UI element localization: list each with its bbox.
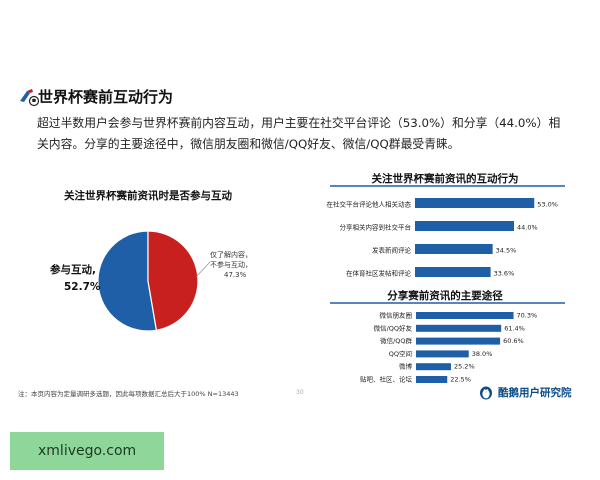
pie-slice-browse bbox=[147, 230, 199, 331]
page-number: 30 bbox=[296, 389, 304, 396]
share-bar-category: 贴吧、社区、论坛 bbox=[360, 375, 413, 384]
pie-label-browse: 仅了解内容， 不参与互动， 47.3% bbox=[210, 250, 252, 280]
interaction-bar-category: 在社交平台评论他人相关动态 bbox=[327, 200, 412, 209]
pie-leader-line bbox=[195, 261, 211, 278]
pie-label-browse-value: 47.3% bbox=[224, 271, 247, 279]
pie-chart-title: 关注世界杯赛前资讯时是否参与互动 bbox=[64, 190, 232, 202]
share-bar-category: 微博 bbox=[399, 362, 413, 371]
brand-logo: 酷鹅用户研究院 bbox=[478, 384, 572, 400]
interaction-bar bbox=[415, 198, 535, 208]
pie-label-participate-name: 参与互动, bbox=[50, 264, 96, 276]
share-bar bbox=[416, 324, 502, 332]
share-bar-value: 61.4% bbox=[504, 324, 525, 332]
pie-label-browse-line1: 仅了解内容， bbox=[210, 251, 252, 259]
interaction-bar-category: 在体育社区发帖和评论 bbox=[346, 269, 412, 278]
report-slide: 世界杯赛前互动行为 超过半数用户会参与世界杯赛前内容互动，用户主要在社交平台评论… bbox=[18, 88, 572, 400]
share-bar bbox=[416, 376, 448, 383]
share-bar bbox=[416, 312, 514, 319]
watermark-banner: xmlivego.com bbox=[10, 432, 164, 470]
interaction-bar-value: 34.5% bbox=[496, 247, 517, 255]
summary-text: 超过半数用户会参与世界杯赛前内容互动，用户主要在社交平台评论（53.0%）和分享… bbox=[37, 116, 561, 151]
pie-label-participate: 参与互动, 52.7% bbox=[50, 262, 100, 296]
interaction-bar bbox=[415, 221, 514, 231]
share-bar-value: 60.6% bbox=[503, 337, 524, 345]
interaction-bar bbox=[415, 267, 491, 277]
pie-label-browse-line2: 不参与互动， bbox=[210, 261, 252, 269]
share-bar-value: 22.5% bbox=[450, 376, 471, 384]
share-bar bbox=[416, 363, 451, 371]
page-title: 世界杯赛前互动行为 bbox=[38, 88, 174, 106]
share-bar-category: 微信/QQ好友 bbox=[374, 323, 413, 332]
interaction-bar-value: 44.0% bbox=[517, 224, 538, 232]
watermark-text: xmlivego.com bbox=[38, 443, 137, 459]
pie-label-participate-value: 52.7% bbox=[64, 281, 101, 293]
interaction-bar bbox=[415, 244, 493, 254]
football-icon bbox=[20, 89, 40, 107]
brand-name: 酷鹅用户研究院 bbox=[498, 386, 572, 399]
interaction-bar-category: 发表新闻评论 bbox=[372, 246, 412, 255]
share-bar-value: 38.0% bbox=[472, 350, 493, 358]
interaction-bar-value: 53.0% bbox=[537, 201, 558, 209]
interaction-bar-category: 分享相关内容到社交平台 bbox=[340, 223, 412, 232]
share-bar-value: 70.3% bbox=[517, 312, 538, 320]
share-bar bbox=[416, 350, 469, 358]
pie-chart bbox=[97, 230, 211, 332]
interaction-bar-value: 33.6% bbox=[494, 270, 515, 278]
share-bar bbox=[416, 337, 501, 345]
share-chart-title: 分享赛前资讯的主要途径 bbox=[387, 289, 503, 302]
interaction-chart-title: 关注世界杯赛前资讯的互动行为 bbox=[372, 172, 519, 185]
share-bar-category: 微信朋友圈 bbox=[380, 311, 413, 320]
share-bar-value: 25.2% bbox=[454, 363, 475, 371]
footnote: 注：本页内容为定量调研多选题，因此每项数据汇总后大于100% N=13443 bbox=[18, 390, 239, 398]
pie-slice-participate bbox=[97, 230, 158, 332]
penguin-logo-icon bbox=[480, 386, 492, 400]
share-bar-category: QQ空间 bbox=[389, 349, 412, 358]
share-bar-category: 微信/QQ群 bbox=[380, 336, 412, 345]
